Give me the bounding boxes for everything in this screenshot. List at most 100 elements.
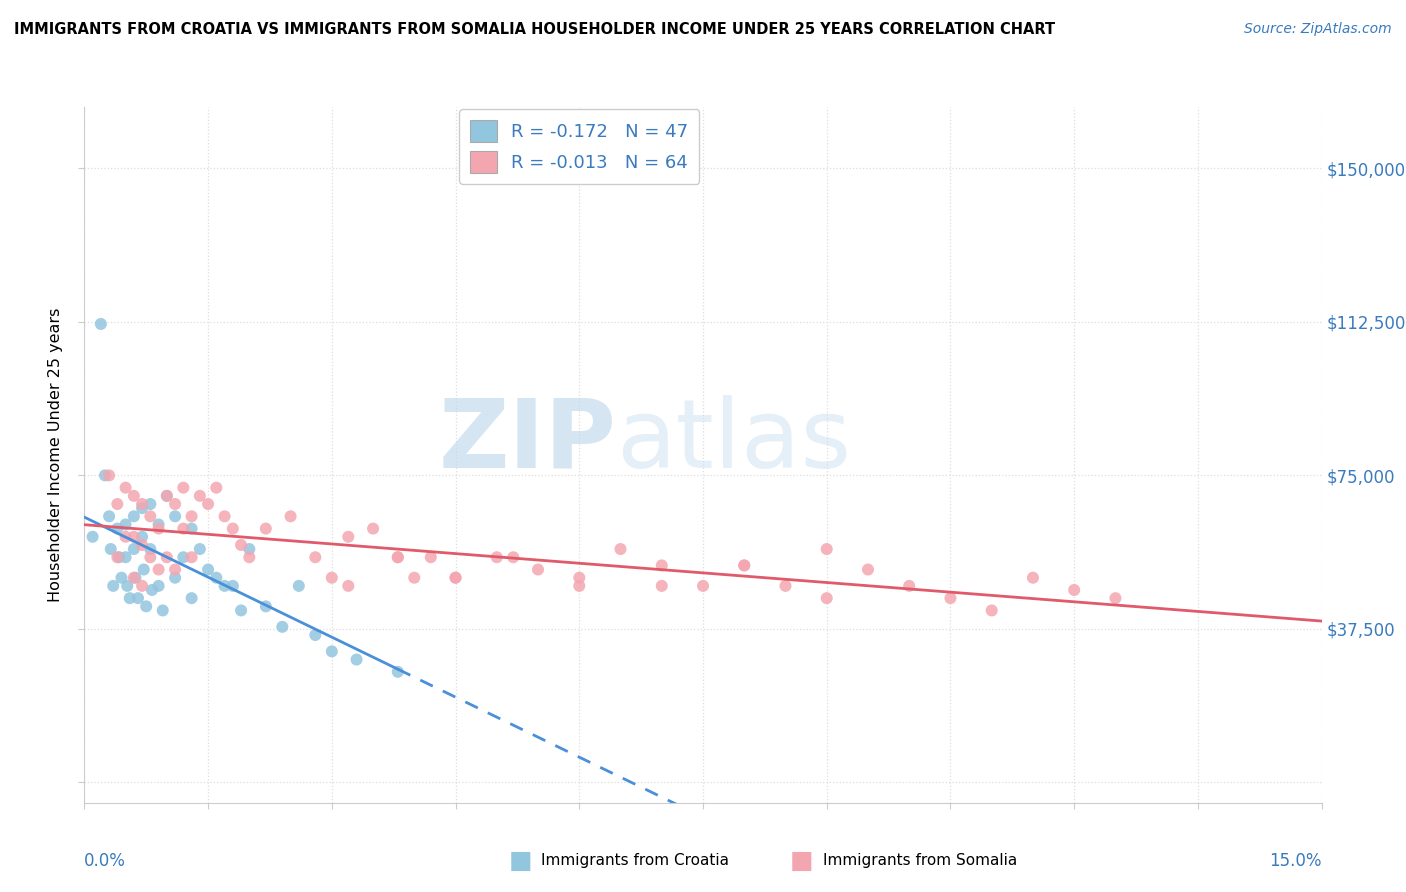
Point [387, 550, 409, 565]
Point [304, 628, 326, 642]
Point [651, 558, 673, 573]
Point [122, 530, 145, 544]
Point [98, 509, 121, 524]
Point [527, 562, 550, 576]
Point [222, 579, 245, 593]
Point [156, 550, 179, 565]
Point [1104, 591, 1126, 606]
Point [98, 468, 121, 483]
Point [815, 591, 838, 606]
Point [238, 542, 260, 557]
Point [156, 489, 179, 503]
Point [114, 550, 136, 565]
Point [609, 542, 631, 557]
Point [172, 550, 194, 565]
Point [733, 558, 755, 573]
Point [90, 317, 112, 331]
Point [254, 522, 277, 536]
Point [148, 579, 170, 593]
Point [485, 550, 508, 565]
Point [100, 542, 122, 557]
Text: ZIP: ZIP [439, 394, 616, 488]
Point [188, 489, 211, 503]
Point [165, 509, 187, 524]
Point [939, 591, 962, 606]
Point [165, 571, 187, 585]
Point [898, 579, 921, 593]
Point [568, 571, 591, 585]
Point [131, 538, 153, 552]
Point [229, 603, 252, 617]
Point [148, 517, 170, 532]
Point [815, 542, 838, 557]
Point [148, 562, 170, 576]
Point [132, 562, 155, 576]
Point [165, 497, 187, 511]
Text: IMMIGRANTS FROM CROATIA VS IMMIGRANTS FROM SOMALIA HOUSEHOLDER INCOME UNDER 25 Y: IMMIGRANTS FROM CROATIA VS IMMIGRANTS FR… [14, 22, 1054, 37]
Y-axis label: Householder Income Under 25 years: Householder Income Under 25 years [48, 308, 63, 602]
Point [117, 579, 139, 593]
Point [114, 530, 136, 544]
Point [188, 542, 211, 557]
Point [304, 550, 326, 565]
Point [1063, 582, 1085, 597]
Point [103, 579, 125, 593]
Point [114, 481, 136, 495]
Point [122, 509, 145, 524]
Point [419, 550, 441, 565]
Text: Source: ZipAtlas.com: Source: ZipAtlas.com [1244, 22, 1392, 37]
Point [980, 603, 1002, 617]
Text: 0.0%: 0.0% [84, 852, 127, 870]
Point [205, 481, 228, 495]
Text: ■: ■ [509, 849, 531, 872]
Point [165, 562, 187, 576]
Point [118, 591, 141, 606]
Point [108, 550, 131, 565]
Point [387, 550, 409, 565]
Point [1022, 571, 1045, 585]
Point [105, 497, 128, 511]
Point [105, 550, 128, 565]
Point [127, 591, 149, 606]
Point [775, 579, 797, 593]
Point [105, 522, 128, 536]
Point [502, 550, 524, 565]
Point [280, 509, 302, 524]
Point [172, 481, 194, 495]
Point [114, 517, 136, 532]
Point [361, 522, 384, 536]
Point [124, 571, 146, 585]
Point [82, 530, 104, 544]
Point [205, 571, 228, 585]
Point [222, 522, 245, 536]
Point [214, 509, 236, 524]
Point [238, 550, 260, 565]
Point [131, 501, 153, 516]
Point [271, 620, 294, 634]
Point [387, 665, 409, 679]
Point [139, 542, 162, 557]
Point [229, 538, 252, 552]
Point [139, 509, 162, 524]
Point [404, 571, 426, 585]
Legend: R = -0.172   N = 47, R = -0.013   N = 64: R = -0.172 N = 47, R = -0.013 N = 64 [460, 109, 699, 184]
Point [651, 579, 673, 593]
Point [197, 562, 219, 576]
Point [444, 571, 467, 585]
Point [122, 571, 145, 585]
Point [110, 571, 132, 585]
Point [254, 599, 277, 614]
Point [141, 582, 163, 597]
Point [148, 522, 170, 536]
Point [321, 644, 343, 658]
Point [180, 522, 202, 536]
Point [568, 579, 591, 593]
Point [180, 550, 202, 565]
Point [135, 599, 157, 614]
Point [346, 652, 368, 666]
Point [131, 530, 153, 544]
Point [139, 497, 162, 511]
Point [156, 489, 179, 503]
Text: atlas: atlas [616, 394, 852, 488]
Point [856, 562, 879, 576]
